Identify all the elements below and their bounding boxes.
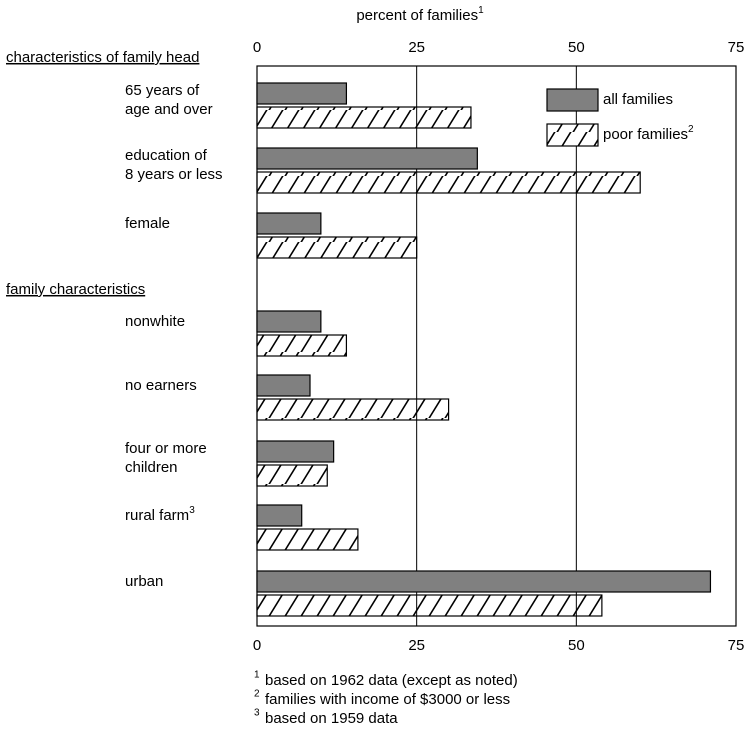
bar [256, 106, 472, 129]
category-label-line: 65 years of [125, 82, 200, 99]
category-label-line: four or more [125, 440, 207, 457]
x-tick-label-top: 50 [568, 39, 585, 56]
group-heading: characteristics of family head [6, 49, 199, 66]
category-label: urban [125, 573, 163, 590]
footnote-marker: 2 [254, 689, 260, 700]
category-label-line: urban [125, 573, 163, 590]
category-label-line: children [125, 459, 178, 476]
x-axis-label: percent of families1 [356, 5, 484, 24]
bar [256, 398, 450, 421]
group-heading: family characteristics [6, 281, 145, 298]
bar [256, 82, 348, 105]
legend-swatch [546, 88, 599, 112]
category-label-line: rural farm [125, 507, 189, 524]
category-label: female [125, 215, 170, 232]
legend-note: 2 [688, 124, 694, 135]
footnote-text: families with income of $3000 or less [265, 691, 510, 708]
bar [256, 528, 359, 551]
bar [256, 334, 348, 357]
bar [256, 310, 322, 333]
category-label-line: education of [125, 147, 208, 164]
legend-label: poor families2 [603, 124, 694, 143]
footnote-text: based on 1962 data (except as noted) [265, 672, 518, 689]
bar [256, 236, 418, 259]
bar [256, 171, 641, 194]
bar [256, 504, 303, 527]
bar [256, 147, 478, 170]
category-note: 3 [189, 505, 195, 516]
bar [256, 440, 335, 463]
x-tick-label: 25 [408, 637, 425, 654]
x-tick-label: 75 [728, 637, 745, 654]
category-label: 8 years or less [125, 166, 223, 183]
footnote-marker: 1 [254, 670, 260, 681]
category-label-line: nonwhite [125, 313, 185, 330]
x-tick-label-top: 25 [408, 39, 425, 56]
bar [256, 464, 328, 487]
bar [256, 212, 322, 235]
x-tick-label: 0 [253, 637, 261, 654]
category-label: education of [125, 147, 208, 164]
legend-label-text: all families [603, 91, 673, 108]
x-tick-label-top: 0 [253, 39, 261, 56]
category-label: nonwhite [125, 313, 185, 330]
category-label: age and over [125, 101, 213, 118]
bar [256, 594, 603, 617]
category-label-line: 8 years or less [125, 166, 223, 183]
category-label: 65 years of [125, 82, 200, 99]
category-label: children [125, 459, 178, 476]
footnote-text: based on 1959 data [265, 710, 398, 727]
legend-label-text: poor families [603, 126, 688, 143]
legend-label: all families [603, 91, 673, 108]
bar [256, 570, 712, 593]
x-tick-label-top: 75 [728, 39, 745, 56]
category-label-line: female [125, 215, 170, 232]
bar [256, 374, 311, 397]
footnote-marker: 3 [254, 708, 260, 719]
category-label: no earners [125, 377, 197, 394]
x-tick-label: 50 [568, 637, 585, 654]
category-label-line: no earners [125, 377, 197, 394]
category-label: rural farm3 [125, 505, 195, 524]
legend-swatch [546, 123, 599, 147]
category-label: four or more [125, 440, 207, 457]
category-label-line: age and over [125, 101, 213, 118]
